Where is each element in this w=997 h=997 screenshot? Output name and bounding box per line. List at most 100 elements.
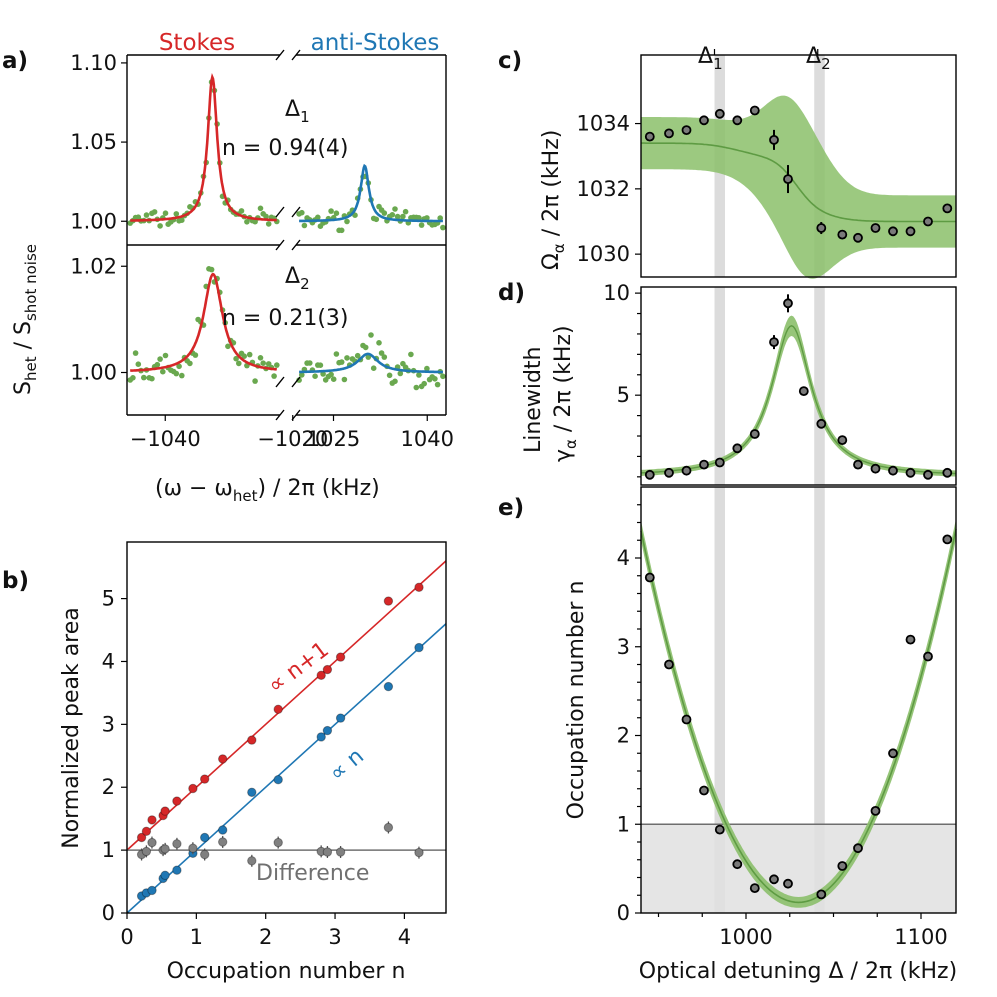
panel-a: Stokes anti-Stokes Δ1 n = 0.94(4) Δ2 n =… (11, 30, 454, 505)
spectrum-data-point (132, 350, 139, 356)
difference-data-point (141, 846, 152, 857)
spectrum-data-point (413, 384, 420, 391)
b-axes-frame (126, 541, 447, 914)
x-tick-label: −1020 (257, 427, 328, 451)
spectrum-data-point (299, 372, 305, 378)
spectrum-data-point (376, 340, 382, 346)
data-point (644, 131, 655, 142)
stokes-data-point (218, 754, 228, 764)
spectrum-data-point (381, 210, 388, 216)
y-tick-label: 1.00 (70, 361, 117, 385)
panel-label-d: d) (498, 280, 525, 306)
spectrum-data-point (437, 215, 444, 221)
data-point (923, 651, 933, 662)
antistokes-data-point (414, 642, 424, 653)
difference-data-point (172, 839, 182, 849)
difference-data-point (188, 843, 198, 853)
data-point (816, 418, 827, 429)
spectrum-data-point (434, 381, 441, 388)
data-point (905, 467, 916, 478)
y-tick-label: 4 (102, 649, 115, 673)
difference-data-point (160, 844, 170, 854)
data-point (942, 534, 953, 545)
data-point (783, 878, 793, 889)
y-tick-label: 1034 (577, 112, 630, 136)
data-point (798, 386, 809, 397)
data-point (853, 843, 863, 854)
x-tick-label: 3 (328, 925, 341, 949)
spectrum-data-point (157, 223, 163, 229)
difference-data-point (335, 847, 346, 857)
data-point (699, 459, 709, 470)
data-point (870, 806, 881, 816)
spectrum-data-point (187, 360, 193, 367)
antistokes-data-point (273, 775, 283, 785)
a-bottom-delta-label: Δ2 (285, 264, 310, 293)
stokes-data-point (273, 704, 283, 714)
difference-data-point (273, 837, 283, 848)
spectrum-data-point (151, 209, 158, 215)
y-tick-label: 4 (617, 546, 630, 570)
panel-label-b: b) (2, 568, 29, 594)
a-top-n-text: n = 0.94(4) (222, 136, 349, 161)
spectrum-data-point (315, 214, 321, 221)
spectrum-data-point (373, 216, 380, 223)
spectrum-data-point (424, 365, 430, 372)
stokes-data-point (247, 735, 257, 745)
antistokes-data-point (200, 832, 210, 843)
spectrum-data-point (338, 227, 345, 234)
spectrum-data-point (149, 375, 155, 382)
stokes-data-point (160, 806, 170, 816)
difference-data-point (147, 837, 157, 848)
spectrum-data-point (368, 332, 374, 338)
data-point (681, 465, 692, 476)
y-tick-label: 1030 (577, 242, 630, 266)
spectrum-data-point (416, 215, 422, 221)
x-tick-label: 1 (190, 925, 203, 949)
d-y-axis-label-line2: γα / 2π (kHz) (551, 325, 580, 462)
data-point (681, 125, 692, 136)
antistokes-fit-curve (299, 352, 443, 374)
spectrum-data-point (408, 351, 414, 358)
panel-d: Linewidth γα / 2π (kHz) 5 10 (521, 281, 957, 486)
spectrum-data-point (173, 211, 180, 217)
spectrum-data-point (173, 370, 180, 377)
stokes-data-point (335, 652, 346, 662)
spectrum-data-point (154, 361, 161, 368)
difference-data-point (247, 856, 257, 866)
antistokes-data-point (247, 787, 257, 797)
stokes-data-point (141, 826, 152, 836)
data-point (664, 467, 674, 478)
e-x-axis-label: Optical detuning Δ / 2π (kHz) (639, 959, 957, 984)
spectrum-data-point (440, 373, 446, 380)
spectrum-data-point (402, 208, 409, 215)
stokes-data-point (188, 783, 198, 794)
difference-data-point (414, 847, 424, 858)
spectrum-data-point (296, 377, 302, 383)
y-tick-label: 1.00 (70, 209, 117, 233)
spectrum-data-point (328, 371, 334, 378)
spectrum-data-point (246, 351, 253, 358)
data-point (888, 465, 898, 476)
data-point (681, 714, 692, 725)
spectrum-data-point (257, 205, 264, 212)
spectrum-data-point (416, 372, 422, 378)
spectrum-data-point (394, 213, 401, 220)
x-tick-label: −1040 (130, 427, 201, 451)
a-bottom-n-text: n = 0.21(3) (222, 306, 349, 331)
spectrum-data-point (344, 218, 350, 225)
spectrum-data-point (179, 217, 185, 223)
spectrum-data-point (341, 376, 348, 383)
a-y-axis-label: Shet / Sshot noise (11, 244, 40, 395)
delta1-band (714, 487, 725, 913)
spectrum-data-point (312, 373, 318, 380)
spectrum-data-point (307, 360, 313, 366)
spectrum-data-point (236, 360, 242, 367)
data-point (816, 889, 827, 900)
x-tick-label: 2 (259, 925, 272, 949)
spectrum-data-point (162, 210, 169, 216)
spectrum-data-point (317, 362, 324, 369)
data-point (837, 435, 848, 446)
data-point (769, 337, 779, 348)
a-x-axis-label: (ω − ωhet) / 2π (kHz) (155, 476, 380, 505)
